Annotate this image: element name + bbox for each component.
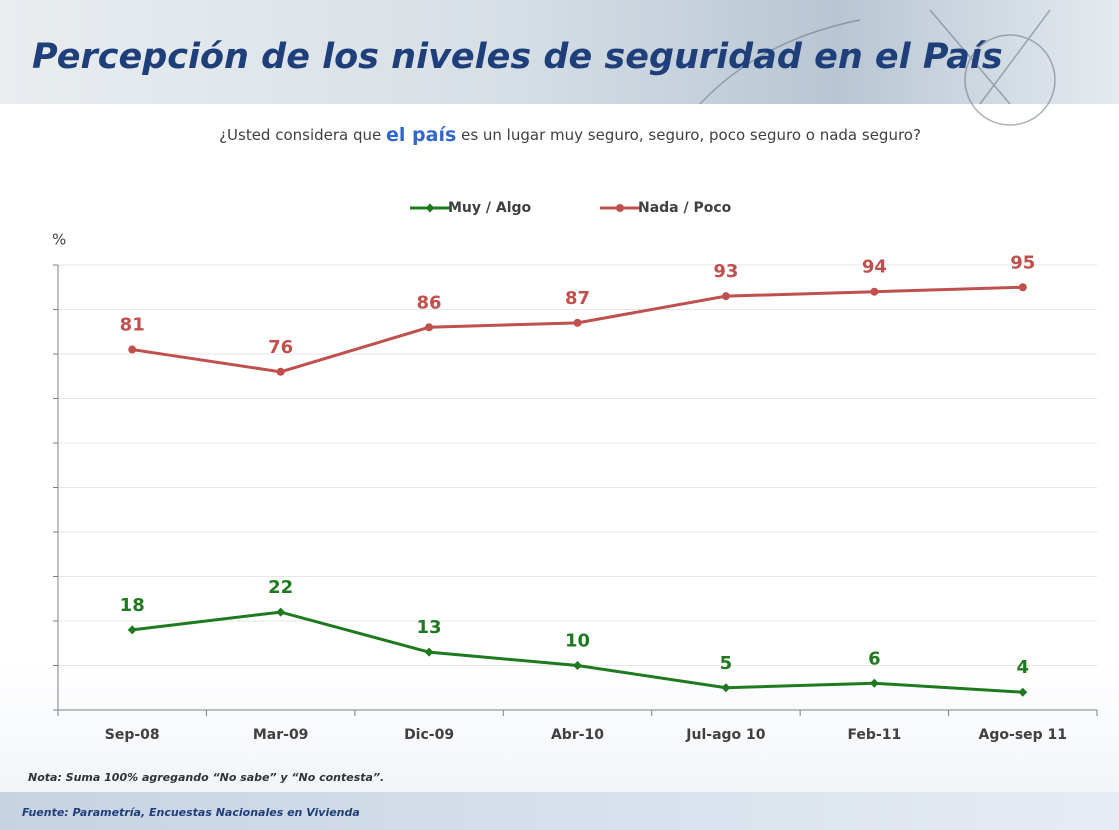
data-point — [870, 287, 879, 296]
source: Fuente: Parametría, Encuestas Nacionales… — [22, 806, 360, 819]
data-label: 5 — [720, 653, 733, 674]
data-label: 6 — [868, 648, 881, 669]
legend-label: Nada / Poco — [638, 200, 732, 216]
data-point — [869, 678, 879, 688]
data-point — [573, 318, 582, 327]
data-point — [1018, 687, 1028, 697]
x-tick-label: Abr-10 — [551, 727, 604, 743]
data-point — [127, 625, 137, 635]
x-tick-label: Feb-11 — [847, 727, 901, 743]
data-label: 87 — [565, 288, 590, 309]
data-label: 93 — [713, 261, 738, 282]
footer-band — [0, 792, 1119, 830]
legend-label: Muy / Algo — [448, 200, 532, 216]
subtitle-part: es un lugar muy seguro, seguro, poco seg… — [461, 126, 921, 144]
data-label: 18 — [120, 595, 145, 616]
chart-subtitle: ¿Usted considera que el país es un lugar… — [219, 124, 921, 146]
header-decoration — [699, 9, 1056, 126]
y-axis-label: % — [52, 231, 66, 249]
plot-area: Sep-08 Mar-09 Dic-09 Abr-10 Jul-ago 10 Feb-11… — [53, 200, 1098, 743]
data-point — [425, 323, 434, 332]
subtitle-part: ¿Usted considera que — [219, 126, 381, 144]
data-point — [128, 345, 137, 354]
data-point — [276, 607, 286, 617]
x-tick-label: Sep-08 — [105, 727, 160, 743]
data-point — [276, 367, 285, 376]
x-tick-label: Ago-sep 11 — [979, 727, 1068, 743]
legend-marker — [425, 203, 435, 213]
data-point — [573, 661, 582, 670]
subtitle-highlight: el país — [386, 124, 456, 146]
x-tick-label: Dic-09 — [404, 727, 454, 743]
data-point — [721, 292, 730, 301]
data-label: 22 — [268, 577, 293, 598]
x-tick-label: Mar-09 — [253, 727, 309, 743]
note: Nota: Suma 100% agregando “No sabe” y “N… — [28, 771, 384, 784]
data-point — [1018, 283, 1027, 292]
legend-marker — [616, 204, 624, 212]
data-label: 95 — [1010, 252, 1035, 273]
data-label: 76 — [268, 337, 293, 358]
data-label: 94 — [862, 257, 887, 278]
header-band — [0, 0, 1119, 104]
chart-title: Percepción de los niveles de seguridad e… — [32, 37, 1003, 77]
data-label: 81 — [120, 315, 145, 336]
data-label: 86 — [417, 292, 442, 313]
data-label: 4 — [1017, 657, 1030, 678]
x-tick-label: Jul-ago 10 — [685, 727, 765, 743]
data-point — [721, 683, 731, 693]
data-label: 10 — [565, 631, 590, 652]
data-label: 13 — [417, 617, 442, 638]
data-point — [424, 647, 434, 657]
